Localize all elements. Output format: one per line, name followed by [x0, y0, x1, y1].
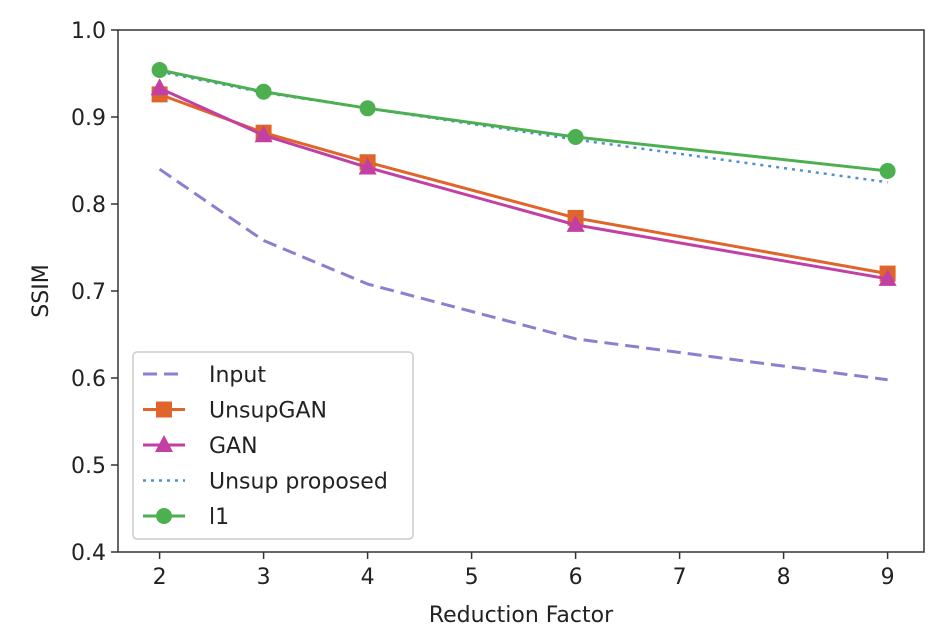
series-l1: [151, 62, 896, 179]
y-tick-label: 1.0: [71, 19, 106, 44]
y-tick-label: 0.6: [71, 367, 106, 392]
data-point: [151, 62, 168, 79]
data-point: [255, 83, 272, 100]
data-point: [254, 125, 273, 143]
x-tick-label: 4: [361, 565, 375, 590]
legend-label: Input: [209, 363, 266, 388]
legend-label: GAN: [209, 434, 258, 459]
data-point: [359, 100, 376, 117]
legend-marker: [156, 401, 172, 418]
data-point: [358, 157, 377, 175]
x-tick-label: 8: [777, 565, 791, 590]
data-point: [567, 129, 584, 146]
data-point: [878, 268, 897, 286]
x-tick-label: 2: [153, 565, 167, 590]
x-tick-label: 6: [569, 565, 583, 590]
x-axis-title: Reduction Factor: [429, 603, 614, 628]
y-tick-label: 0.8: [71, 193, 106, 218]
series-line: [158, 167, 888, 382]
x-tick-label: 3: [257, 565, 271, 590]
x-tick-label: 9: [881, 565, 895, 590]
y-tick-label: 0.5: [71, 454, 106, 479]
y-tick-label: 0.4: [71, 541, 106, 566]
legend-item: l1: [143, 505, 229, 530]
legend-item: GAN: [143, 434, 258, 459]
y-tick-label: 0.7: [71, 280, 106, 305]
legend-label: UnsupGAN: [209, 399, 327, 424]
legend-label: l1: [209, 505, 229, 530]
legend-box: [132, 351, 414, 540]
legend-label: Unsup proposed: [209, 470, 388, 495]
legend-item: UnsupGAN: [143, 399, 327, 424]
legend-marker: [156, 508, 172, 524]
legend: Input UnsupGAN GAN Unsup proposed l1: [132, 351, 414, 540]
y-tick-label: 0.9: [71, 106, 106, 131]
x-tick-label: 7: [673, 565, 687, 590]
data-point: [150, 78, 169, 96]
data-point: [879, 162, 896, 179]
y-axis-title: SSIM: [29, 264, 54, 317]
x-tick-label: 5: [465, 565, 479, 590]
legend-item: Unsup proposed: [143, 470, 388, 495]
series-gan: [150, 78, 897, 286]
series-input: [158, 167, 888, 382]
data-point: [566, 214, 585, 232]
legend-item: Input: [143, 363, 266, 388]
legend-marker: [155, 435, 173, 452]
